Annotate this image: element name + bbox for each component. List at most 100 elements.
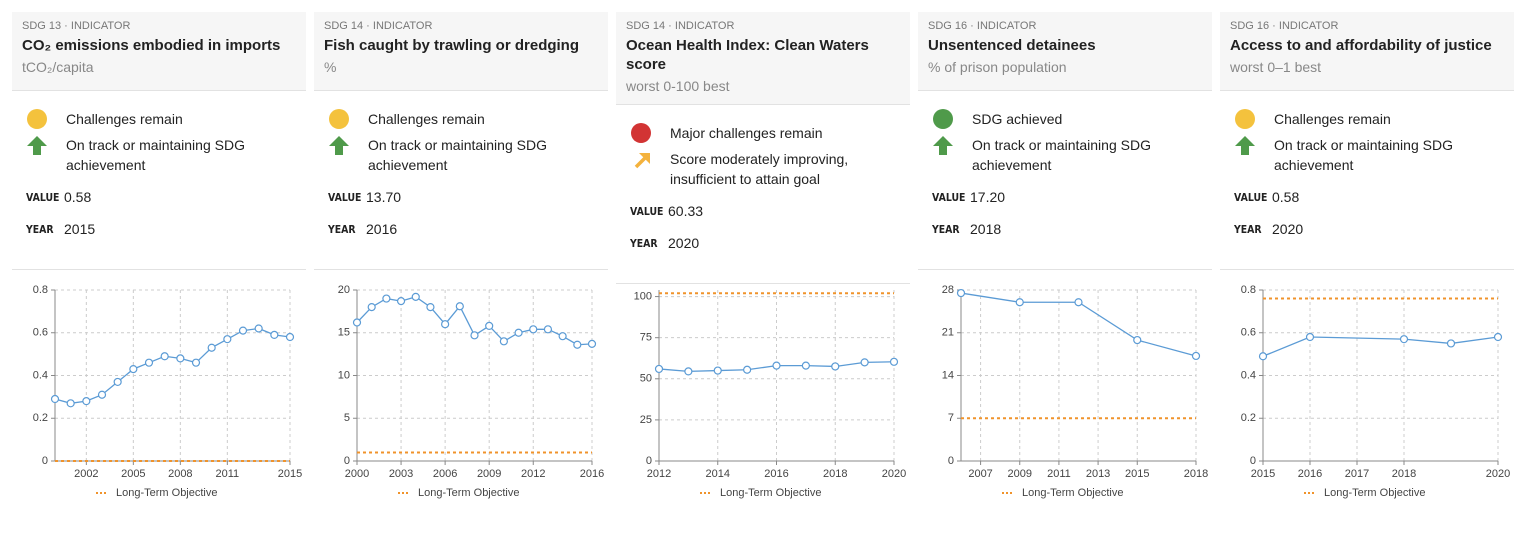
- trend-arrow: [329, 136, 349, 155]
- status-label: SDG achieved: [972, 111, 1063, 127]
- chart: 0 25 50 75 100 2012 2014 2016 2018 2020 Long-Term …: [634, 290, 906, 499]
- x-tick-label: 2012: [521, 468, 545, 480]
- value-row: VALUE 0.58: [26, 189, 292, 207]
- indicator-card: SDG 13 · INDICATOR CO₂ emissions embodied…: [12, 12, 306, 532]
- y-tick-label: 14: [942, 369, 954, 381]
- chart: 0 7 14 21 28 2007 2009 2011 2013 2015 2018 Long-Ter…: [942, 284, 1208, 499]
- status-icon: [27, 109, 47, 129]
- status-dot: [631, 123, 651, 143]
- data-point: [485, 321, 494, 331]
- data-point: [1258, 352, 1268, 361]
- data-point: [396, 297, 406, 306]
- x-tick-label: 2016: [580, 468, 604, 480]
- card-header: SDG 14 · INDICATOR Fish caught by trawlin…: [314, 12, 608, 91]
- x-tick-label: 2015: [1125, 468, 1149, 480]
- data-point: [82, 397, 91, 406]
- y-tick-label: 0.8: [33, 284, 48, 296]
- indicator-title: Access to and affordability of justice: [1230, 37, 1492, 54]
- y-tick-label: 0: [646, 455, 652, 467]
- trend-label: On track or maintaining SDG achievement: [368, 137, 547, 173]
- y-tick-label: 100: [634, 290, 652, 302]
- trend-icon: [933, 136, 953, 155]
- value-text: 13.70: [366, 189, 402, 205]
- status-icon-wrap: [1234, 109, 1260, 129]
- year-row: YEAR 2018: [932, 221, 1198, 239]
- x-tick-label: 2014: [706, 468, 730, 480]
- indicator-label: SDG 14 · INDICATOR: [324, 20, 433, 32]
- data-point: [382, 294, 391, 303]
- card-body: SDG achieved On track or maintaining SDG …: [918, 91, 1212, 270]
- status-icon-wrap: [328, 109, 354, 129]
- status-row: Major challenges remain: [630, 123, 896, 143]
- x-tick-label: 2006: [433, 468, 457, 480]
- year-text: 2015: [64, 221, 96, 237]
- legend-label: Long-Term Objective: [1022, 487, 1124, 499]
- y-tick-label: 75: [640, 332, 652, 344]
- trend-arrow: [634, 155, 648, 169]
- data-point: [254, 324, 263, 333]
- value-row: VALUE 60.33: [630, 203, 896, 221]
- trend-icon-wrap: [1234, 135, 1260, 155]
- data-point: [743, 365, 752, 374]
- data-point: [1133, 335, 1142, 345]
- x-tick-label: 2011: [1047, 468, 1071, 480]
- y-tick-label: 0.8: [1241, 284, 1256, 296]
- value-row: VALUE 17.20: [932, 189, 1198, 207]
- trend-row: Score moderately improving, insufficient…: [630, 149, 896, 189]
- y-tick-label: 20: [338, 284, 350, 296]
- trend-arrow-head: [639, 153, 650, 164]
- indicator-unit: %: [324, 59, 337, 75]
- y-tick-label: 0: [42, 455, 48, 467]
- x-tick-label: 2000: [345, 468, 369, 480]
- legend-label: Long-Term Objective: [116, 487, 218, 499]
- y-tick-label: 0.2: [33, 412, 48, 424]
- card-body: Challenges remain On track or maintaining…: [12, 91, 306, 270]
- year-key: YEAR: [630, 237, 658, 250]
- x-tick-label: 2012: [647, 468, 671, 480]
- y-tick-label: 0: [948, 455, 954, 467]
- trend-icon-wrap: [328, 135, 354, 155]
- status-row: Challenges remain: [26, 109, 292, 129]
- indicator-label: SDG 13 · INDICATOR: [22, 20, 131, 32]
- data-point: [176, 354, 185, 363]
- trend-label: On track or maintaining SDG achievement: [66, 137, 245, 173]
- x-tick-label: 2011: [216, 468, 240, 480]
- year-row: YEAR 2020: [630, 235, 896, 253]
- indicator-card: SDG 14 · INDICATOR Ocean Health Index: Cl…: [616, 12, 910, 532]
- status-label: Challenges remain: [368, 111, 485, 127]
- trend-arrow: [27, 136, 47, 155]
- data-point: [160, 352, 169, 361]
- indicator-card: SDG 16 · INDICATOR Access to and affordab…: [1220, 12, 1514, 532]
- card-header: SDG 14 · INDICATOR Ocean Health Index: Cl…: [616, 12, 910, 105]
- legend-label: Long-Term Objective: [418, 487, 520, 499]
- x-tick-label: 2005: [121, 468, 145, 480]
- status-icon-wrap: [630, 123, 656, 143]
- data-point: [499, 337, 508, 346]
- trend-icon-wrap: [932, 135, 958, 155]
- chart: 0 5 10 15 20 2000 2003 2006 2009 2012 2016 Long-Ter…: [338, 284, 604, 499]
- trend-arrow: [1235, 136, 1255, 155]
- value-key: VALUE: [328, 191, 362, 204]
- trend-arrow: [933, 136, 953, 155]
- x-tick-label: 2016: [1298, 468, 1322, 480]
- data-point: [529, 325, 538, 334]
- y-tick-label: 0.2: [1241, 412, 1256, 424]
- data-point: [352, 318, 362, 327]
- card-body: Challenges remain On track or maintaining…: [314, 91, 608, 270]
- x-tick-label: 2016: [764, 468, 788, 480]
- y-tick-label: 0: [1250, 455, 1256, 467]
- data-point: [129, 364, 138, 374]
- year-key: YEAR: [932, 223, 960, 236]
- data-point: [270, 330, 279, 339]
- value-row: VALUE 0.58: [1234, 189, 1500, 207]
- y-tick-label: 0.6: [1241, 327, 1256, 339]
- indicator-card: SDG 16 · INDICATOR Unsentenced detainees%…: [918, 12, 1212, 532]
- card-body: Major challenges remain Score moderately …: [616, 105, 910, 284]
- value-text: 17.20: [970, 189, 1006, 205]
- data-point: [1399, 335, 1409, 344]
- data-point: [1305, 332, 1315, 342]
- data-point: [238, 326, 248, 335]
- status-icon: [933, 109, 953, 129]
- data-point: [97, 390, 107, 399]
- data-point: [889, 357, 899, 366]
